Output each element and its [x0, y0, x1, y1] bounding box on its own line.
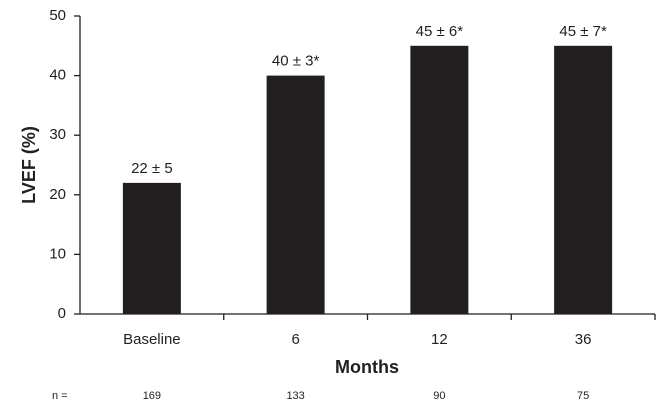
- bar: [554, 45, 613, 315]
- y-tick-label: 10: [49, 245, 66, 262]
- x-tick-label: 36: [575, 331, 592, 348]
- bar: [266, 75, 325, 314]
- y-tick-label: 50: [49, 7, 66, 24]
- y-tick-label: 40: [49, 67, 66, 84]
- sample-size: 75: [577, 390, 589, 402]
- y-axis-title: LVEF (%): [19, 126, 39, 204]
- value-label: 22 ± 5: [131, 160, 173, 177]
- value-label: 45 ± 6*: [416, 23, 464, 40]
- value-label: 45 ± 7*: [559, 23, 607, 40]
- x-tick-label: 12: [431, 331, 448, 348]
- sample-size: 133: [286, 390, 304, 402]
- x-axis-title: Months: [335, 357, 399, 377]
- bar: [122, 182, 181, 314]
- sample-size: 90: [433, 390, 445, 402]
- bar: [410, 45, 469, 315]
- sample-size: 169: [143, 390, 161, 402]
- x-tick-label: Baseline: [123, 331, 181, 348]
- value-label: 40 ± 3*: [272, 53, 320, 70]
- y-tick-label: 30: [49, 126, 66, 143]
- y-tick-label: 0: [58, 305, 66, 322]
- sample-size-label: n =: [52, 390, 68, 402]
- y-tick-label: 20: [49, 186, 66, 203]
- x-tick-label: 6: [291, 331, 299, 348]
